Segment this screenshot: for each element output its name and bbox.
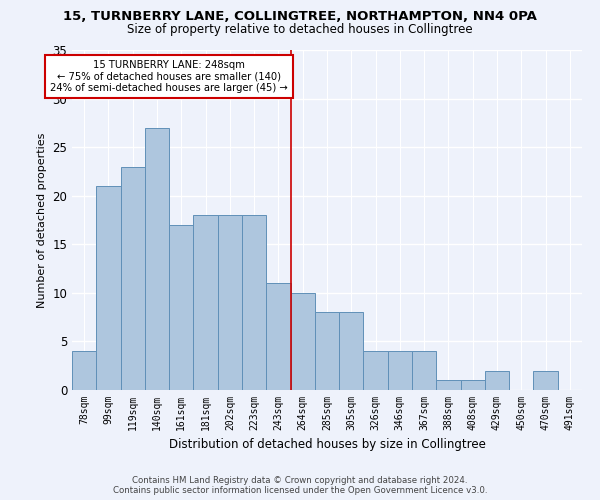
Bar [485,370,509,390]
Bar [388,351,412,390]
Y-axis label: Number of detached properties: Number of detached properties [37,132,47,308]
Bar [218,215,242,390]
X-axis label: Distribution of detached houses by size in Collingtree: Distribution of detached houses by size … [169,438,485,452]
Bar [145,128,169,390]
Text: 15 TURNBERRY LANE: 248sqm
← 75% of detached houses are smaller (140)
24% of semi: 15 TURNBERRY LANE: 248sqm ← 75% of detac… [50,60,288,93]
Bar [315,312,339,390]
Text: 15, TURNBERRY LANE, COLLINGTREE, NORTHAMPTON, NN4 0PA: 15, TURNBERRY LANE, COLLINGTREE, NORTHAM… [63,10,537,23]
Bar [339,312,364,390]
Bar [121,166,145,390]
Bar [412,351,436,390]
Text: Size of property relative to detached houses in Collingtree: Size of property relative to detached ho… [127,22,473,36]
Bar [461,380,485,390]
Bar [364,351,388,390]
Bar [193,215,218,390]
Bar [169,225,193,390]
Bar [72,351,96,390]
Bar [242,215,266,390]
Bar [533,370,558,390]
Text: Contains HM Land Registry data © Crown copyright and database right 2024.
Contai: Contains HM Land Registry data © Crown c… [113,476,487,495]
Bar [436,380,461,390]
Bar [266,283,290,390]
Bar [96,186,121,390]
Bar [290,293,315,390]
